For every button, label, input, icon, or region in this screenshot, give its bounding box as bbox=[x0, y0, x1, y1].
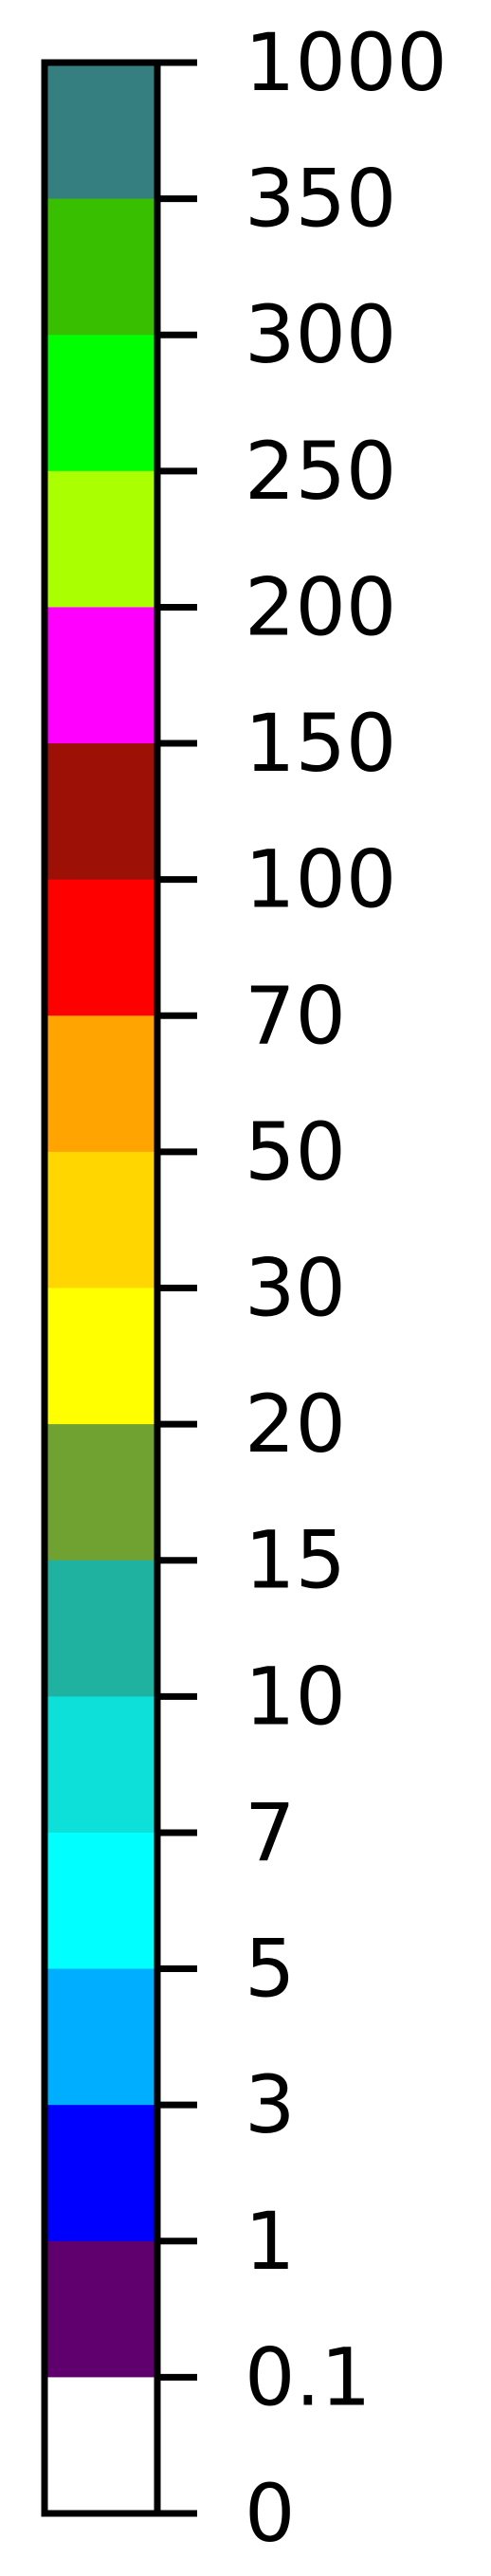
colorbar-tick-label: 0 bbox=[245, 2467, 295, 2560]
colorbar-ticks: 1000 350 300 250 200 150 100 70 50 30 20 15 10 7 5 3 1 0.… bbox=[157, 16, 447, 2560]
colorbar-swatch bbox=[45, 1288, 157, 1425]
colorbar-swatch bbox=[45, 1560, 157, 1697]
colorbar-tick-label: 5 bbox=[245, 1923, 295, 2016]
colorbar-swatch bbox=[45, 1424, 157, 1562]
colorbar-tick-label: 300 bbox=[245, 288, 396, 381]
colorbar-swatch bbox=[45, 335, 157, 472]
colorbar-swatch bbox=[45, 470, 157, 609]
colorbar-swatches bbox=[45, 63, 157, 2514]
colorbar-swatch bbox=[45, 198, 157, 336]
colorbar-tick-label: 20 bbox=[245, 1378, 346, 1471]
colorbar-swatch bbox=[45, 1015, 157, 1153]
colorbar-tick-label: 50 bbox=[245, 1105, 346, 1198]
colorbar-swatch bbox=[45, 2240, 157, 2378]
colorbar-swatch bbox=[45, 63, 157, 200]
colorbar-swatch bbox=[45, 879, 157, 1016]
colorbar-tick-label: 7 bbox=[245, 1786, 295, 1879]
colorbar-swatch bbox=[45, 1968, 157, 2106]
colorbar-tick-label: 15 bbox=[245, 1514, 346, 1607]
colorbar-tick-label: 100 bbox=[245, 833, 396, 926]
colorbar-tick-label: 150 bbox=[245, 697, 396, 790]
colorbar-swatch bbox=[45, 1696, 157, 1834]
colorbar-tick-label: 200 bbox=[245, 560, 396, 653]
colorbar-swatch bbox=[45, 1151, 157, 1289]
colorbar-tick-label: 30 bbox=[245, 1242, 346, 1335]
colorbar-tick-label: 350 bbox=[245, 153, 396, 246]
colorbar-swatch bbox=[45, 2105, 157, 2242]
colorbar-swatch bbox=[45, 2377, 157, 2514]
colorbar-tick-label: 250 bbox=[245, 425, 396, 518]
colorbar-tick-label: 3 bbox=[245, 2058, 295, 2151]
colorbar-tick-label: 1000 bbox=[245, 16, 447, 109]
colorbar-swatch bbox=[45, 743, 157, 881]
colorbar-tick-label: 70 bbox=[245, 969, 346, 1062]
colorbar-tick-label: 10 bbox=[245, 1650, 346, 1743]
colorbar-tick-label: 0.1 bbox=[245, 2330, 372, 2423]
colorbar-swatch bbox=[45, 607, 157, 744]
colorbar-tick-label: 1 bbox=[245, 2195, 295, 2288]
colorbar-swatch bbox=[45, 1832, 157, 1970]
